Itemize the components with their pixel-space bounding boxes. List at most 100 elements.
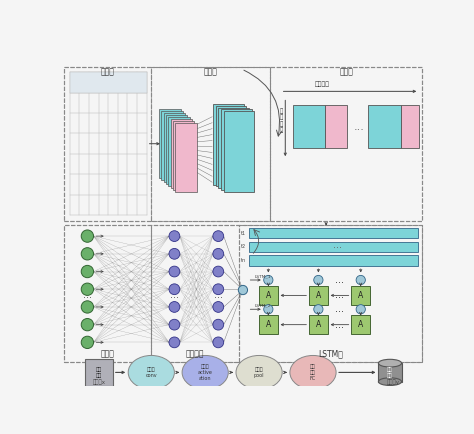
- Text: ...: ...: [83, 290, 92, 300]
- Ellipse shape: [290, 355, 336, 389]
- Circle shape: [169, 231, 180, 241]
- Ellipse shape: [378, 359, 401, 367]
- Circle shape: [213, 231, 224, 241]
- Text: A: A: [358, 320, 364, 329]
- Text: ...: ...: [335, 320, 344, 330]
- Text: ...: ...: [335, 275, 344, 285]
- Circle shape: [264, 276, 273, 285]
- Bar: [270, 67, 422, 221]
- Circle shape: [169, 284, 180, 295]
- Circle shape: [81, 230, 93, 242]
- Bar: [221, 109, 252, 190]
- Text: ...: ...: [354, 122, 365, 132]
- Circle shape: [81, 283, 93, 296]
- Ellipse shape: [128, 355, 174, 389]
- Circle shape: [314, 305, 323, 314]
- Bar: [64, 67, 422, 221]
- Circle shape: [238, 286, 247, 295]
- Bar: [249, 241, 419, 252]
- Text: A: A: [316, 291, 321, 300]
- Bar: [309, 286, 328, 305]
- Bar: [293, 105, 325, 148]
- Bar: [352, 286, 370, 305]
- Circle shape: [213, 302, 224, 312]
- Circle shape: [169, 248, 180, 259]
- Bar: [175, 122, 197, 192]
- Circle shape: [81, 319, 93, 331]
- Bar: [239, 224, 422, 362]
- Text: t2: t2: [240, 244, 246, 250]
- Circle shape: [81, 336, 93, 349]
- Bar: [164, 113, 185, 182]
- Text: 输出：y: 输出：y: [387, 380, 400, 385]
- Bar: [151, 224, 239, 362]
- Text: 输出层: 输出层: [100, 349, 114, 358]
- Text: 输入层: 输入层: [100, 68, 114, 76]
- Circle shape: [81, 265, 93, 278]
- Bar: [259, 316, 278, 334]
- Text: 卷积层
conv: 卷积层 conv: [146, 367, 157, 378]
- Bar: [219, 108, 249, 188]
- Text: A: A: [266, 320, 271, 329]
- Circle shape: [264, 305, 273, 314]
- Circle shape: [213, 319, 224, 330]
- Circle shape: [356, 276, 365, 285]
- Bar: [64, 67, 151, 221]
- Circle shape: [169, 319, 180, 330]
- Circle shape: [213, 248, 224, 259]
- Bar: [368, 105, 401, 148]
- Text: LSTM_1: LSTM_1: [255, 274, 271, 278]
- Bar: [64, 224, 151, 362]
- Text: ...: ...: [335, 304, 344, 314]
- Text: 特征维度: 特征维度: [315, 82, 330, 87]
- Circle shape: [169, 302, 180, 312]
- Text: LSTM_2: LSTM_2: [255, 303, 271, 307]
- Circle shape: [81, 301, 93, 313]
- Text: 输入：x: 输入：x: [92, 380, 105, 385]
- Text: tn: tn: [240, 258, 246, 263]
- Text: ...: ...: [333, 240, 342, 250]
- Bar: [259, 286, 278, 305]
- Bar: [325, 105, 347, 148]
- Bar: [213, 104, 244, 184]
- Bar: [168, 117, 190, 186]
- Ellipse shape: [236, 355, 282, 389]
- Circle shape: [213, 266, 224, 277]
- Text: ...: ...: [170, 290, 179, 300]
- Bar: [249, 255, 419, 266]
- Bar: [401, 105, 419, 148]
- Bar: [173, 121, 194, 190]
- Text: 池化层
pool: 池化层 pool: [254, 367, 264, 378]
- Text: 时
间
维
度: 时 间 维 度: [280, 108, 283, 133]
- Bar: [249, 228, 419, 238]
- Circle shape: [213, 337, 224, 348]
- Bar: [85, 358, 113, 386]
- Circle shape: [169, 266, 180, 277]
- Text: 卷积层: 卷积层: [204, 68, 218, 76]
- Circle shape: [213, 284, 224, 295]
- Bar: [151, 67, 270, 221]
- Text: 输入
数据: 输入 数据: [96, 367, 102, 378]
- Text: 输出
结果: 输出 结果: [387, 367, 393, 378]
- Text: 全连
接层
FC: 全连 接层 FC: [310, 364, 316, 381]
- Circle shape: [314, 276, 323, 285]
- Text: t1: t1: [240, 230, 246, 236]
- Text: 激活层
active
ation: 激活层 active ation: [198, 364, 213, 381]
- Bar: [309, 316, 328, 334]
- Bar: [216, 105, 246, 187]
- Bar: [159, 109, 181, 178]
- Bar: [171, 118, 192, 188]
- Text: ...: ...: [214, 290, 223, 300]
- Ellipse shape: [182, 355, 228, 389]
- Bar: [224, 112, 255, 192]
- Circle shape: [169, 337, 180, 348]
- Bar: [166, 115, 188, 184]
- Bar: [352, 316, 370, 334]
- Text: A: A: [358, 291, 364, 300]
- Text: A: A: [316, 320, 321, 329]
- Ellipse shape: [378, 378, 401, 385]
- Text: ...: ...: [335, 290, 344, 300]
- Bar: [64, 224, 422, 362]
- Text: A: A: [266, 291, 271, 300]
- Bar: [378, 363, 401, 381]
